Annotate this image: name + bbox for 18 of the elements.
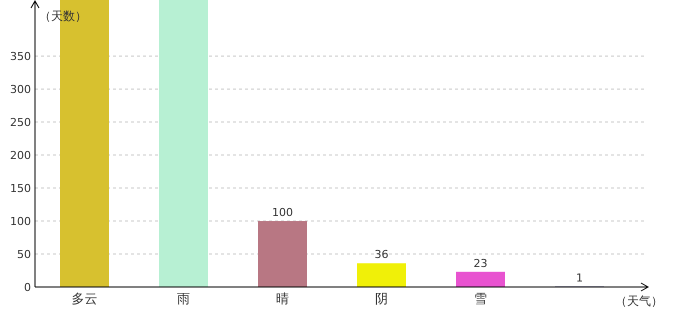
x-axis-title: （天气）: [615, 294, 663, 308]
y-tick-label: 150: [10, 182, 31, 196]
y-tick-label: 50: [17, 248, 31, 262]
data-label: 100: [272, 206, 293, 220]
y-tick-label: 200: [10, 149, 31, 162]
x-tick-label: 阴: [375, 292, 388, 307]
y-tick-label: 250: [10, 116, 31, 130]
data-label: 23: [474, 256, 488, 270]
x-tick-label: 雪: [474, 292, 487, 307]
x-tick-label: 雨: [177, 292, 190, 307]
data-label: 1: [576, 271, 583, 284]
x-tick-label: 多云: [72, 292, 98, 307]
data-label: 36: [374, 248, 388, 262]
y-tick-label: 0: [24, 281, 31, 294]
y-tick-label: 300: [10, 83, 31, 96]
y-tick-label: 100: [10, 215, 31, 228]
y-tick-label: 350: [10, 50, 31, 64]
x-tick-label: 晴: [276, 292, 289, 307]
